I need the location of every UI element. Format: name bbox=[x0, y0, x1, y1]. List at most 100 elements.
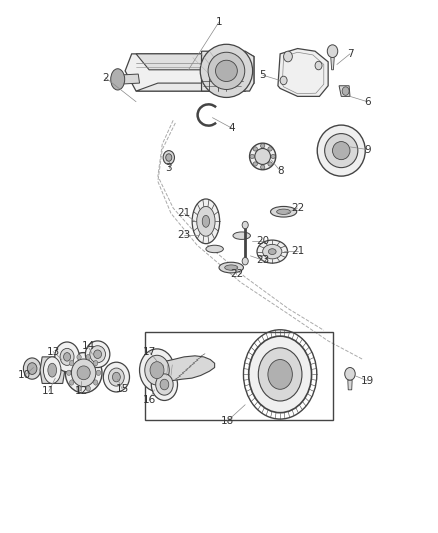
Ellipse shape bbox=[253, 147, 258, 151]
Text: 3: 3 bbox=[166, 163, 172, 173]
Ellipse shape bbox=[271, 206, 297, 217]
Ellipse shape bbox=[253, 162, 258, 166]
Polygon shape bbox=[40, 357, 65, 383]
Ellipse shape bbox=[208, 52, 245, 90]
Ellipse shape bbox=[70, 360, 74, 366]
Ellipse shape bbox=[96, 370, 101, 375]
Polygon shape bbox=[339, 86, 350, 96]
Ellipse shape bbox=[345, 368, 355, 380]
Ellipse shape bbox=[215, 60, 237, 82]
Ellipse shape bbox=[268, 147, 272, 151]
Text: 5: 5 bbox=[259, 70, 266, 80]
Ellipse shape bbox=[263, 244, 282, 259]
Polygon shape bbox=[278, 49, 328, 96]
Text: 4: 4 bbox=[229, 123, 235, 133]
Ellipse shape bbox=[77, 354, 81, 360]
Ellipse shape bbox=[242, 257, 248, 265]
Ellipse shape bbox=[268, 249, 276, 255]
Text: 23: 23 bbox=[256, 255, 269, 265]
Ellipse shape bbox=[160, 379, 169, 390]
Ellipse shape bbox=[250, 143, 276, 169]
Text: 17: 17 bbox=[142, 346, 156, 357]
Ellipse shape bbox=[317, 125, 365, 176]
Ellipse shape bbox=[206, 245, 223, 253]
Ellipse shape bbox=[332, 142, 350, 160]
Ellipse shape bbox=[261, 144, 265, 148]
Ellipse shape bbox=[268, 360, 292, 389]
Text: 13: 13 bbox=[46, 346, 60, 357]
Ellipse shape bbox=[225, 265, 238, 270]
Text: 14: 14 bbox=[81, 341, 95, 351]
Polygon shape bbox=[331, 58, 334, 70]
Text: 15: 15 bbox=[116, 384, 129, 394]
Ellipse shape bbox=[271, 155, 276, 159]
Ellipse shape bbox=[258, 348, 302, 401]
Ellipse shape bbox=[315, 61, 322, 70]
Ellipse shape bbox=[255, 149, 271, 165]
Polygon shape bbox=[118, 74, 140, 84]
Ellipse shape bbox=[109, 368, 124, 386]
Bar bbox=[145, 332, 332, 419]
Ellipse shape bbox=[64, 353, 71, 361]
Ellipse shape bbox=[155, 374, 173, 395]
Ellipse shape bbox=[60, 349, 74, 366]
Text: 1: 1 bbox=[215, 17, 223, 27]
Text: 21: 21 bbox=[291, 246, 304, 255]
Ellipse shape bbox=[65, 353, 102, 393]
Ellipse shape bbox=[342, 87, 349, 95]
Text: 12: 12 bbox=[75, 386, 88, 397]
Ellipse shape bbox=[93, 380, 98, 385]
Polygon shape bbox=[201, 51, 254, 91]
Ellipse shape bbox=[163, 151, 174, 165]
Ellipse shape bbox=[71, 359, 96, 386]
Ellipse shape bbox=[93, 360, 98, 366]
Ellipse shape bbox=[327, 45, 338, 58]
Ellipse shape bbox=[233, 232, 251, 239]
Ellipse shape bbox=[43, 357, 61, 383]
Ellipse shape bbox=[86, 354, 90, 360]
Text: 22: 22 bbox=[230, 270, 243, 279]
Text: 23: 23 bbox=[177, 230, 191, 240]
Text: 22: 22 bbox=[291, 203, 304, 213]
Ellipse shape bbox=[219, 262, 244, 273]
Text: 10: 10 bbox=[18, 370, 31, 381]
Ellipse shape bbox=[140, 349, 174, 391]
Ellipse shape bbox=[151, 368, 177, 400]
Ellipse shape bbox=[202, 215, 209, 227]
Ellipse shape bbox=[249, 336, 311, 413]
Ellipse shape bbox=[242, 221, 248, 229]
Ellipse shape bbox=[192, 199, 219, 244]
Ellipse shape bbox=[90, 346, 106, 363]
Ellipse shape bbox=[94, 350, 102, 359]
Ellipse shape bbox=[113, 372, 120, 382]
Ellipse shape bbox=[197, 206, 215, 236]
Ellipse shape bbox=[77, 366, 90, 379]
Text: 8: 8 bbox=[277, 166, 283, 176]
Ellipse shape bbox=[77, 386, 81, 391]
Ellipse shape bbox=[200, 44, 253, 98]
Polygon shape bbox=[149, 356, 215, 381]
Ellipse shape bbox=[325, 134, 358, 167]
Ellipse shape bbox=[261, 165, 265, 169]
Ellipse shape bbox=[67, 370, 71, 375]
Polygon shape bbox=[136, 83, 254, 91]
Ellipse shape bbox=[55, 342, 79, 372]
Text: 19: 19 bbox=[361, 376, 374, 386]
Text: 6: 6 bbox=[364, 96, 371, 107]
Text: 21: 21 bbox=[177, 208, 191, 219]
Ellipse shape bbox=[257, 240, 288, 263]
Ellipse shape bbox=[111, 69, 125, 90]
Ellipse shape bbox=[268, 162, 272, 166]
Ellipse shape bbox=[27, 363, 37, 374]
Text: 11: 11 bbox=[42, 386, 55, 397]
Polygon shape bbox=[348, 380, 352, 390]
Ellipse shape bbox=[86, 386, 90, 391]
Polygon shape bbox=[125, 51, 254, 91]
Text: 7: 7 bbox=[346, 49, 353, 59]
Ellipse shape bbox=[85, 341, 110, 368]
Ellipse shape bbox=[166, 154, 172, 161]
Text: 18: 18 bbox=[221, 416, 234, 426]
Text: 16: 16 bbox=[142, 395, 156, 406]
Polygon shape bbox=[136, 54, 245, 70]
Text: 2: 2 bbox=[102, 73, 109, 83]
